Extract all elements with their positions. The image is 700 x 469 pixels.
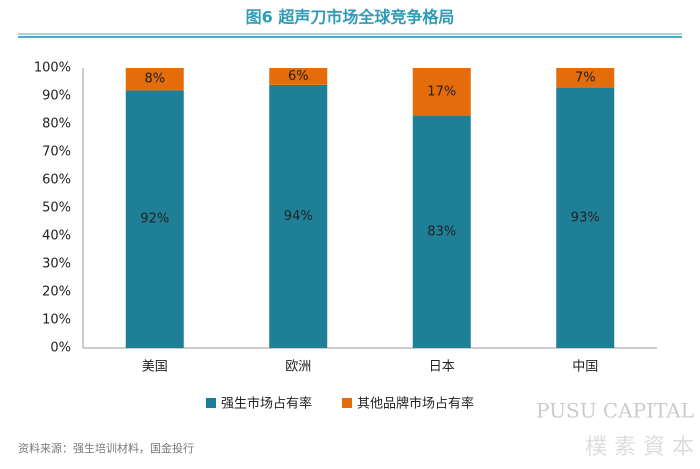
y-tick-label: 50% xyxy=(42,201,71,216)
legend-swatch xyxy=(342,398,353,408)
legend-swatch xyxy=(206,398,216,408)
y-tick-label: 100% xyxy=(34,61,71,76)
x-tick-label: 日本 xyxy=(429,360,455,375)
data-label: 93% xyxy=(571,210,600,225)
data-label: 7% xyxy=(575,70,596,85)
y-tick-label: 70% xyxy=(42,145,71,160)
bar-segment xyxy=(412,115,471,348)
bar-segment xyxy=(556,68,615,88)
x-tick-label: 美国 xyxy=(142,360,168,375)
chart-title: 图6 超声刀市场全球竞争格局 xyxy=(246,8,455,27)
y-tick-label: 60% xyxy=(42,173,71,188)
y-tick-label: 0% xyxy=(50,341,71,356)
y-tick-label: 90% xyxy=(42,89,71,104)
data-label: 17% xyxy=(427,84,456,99)
x-tick-label: 中国 xyxy=(572,360,598,375)
bar-segment xyxy=(269,68,328,85)
data-label: 92% xyxy=(140,212,169,227)
bar-segment xyxy=(125,68,184,91)
y-tick-label: 30% xyxy=(42,257,71,272)
data-label: 8% xyxy=(144,72,165,87)
source: 资料来源：强生培训材料，国金投行 xyxy=(18,441,194,455)
bar-segment xyxy=(412,68,471,116)
legend-label: 强生市场占有率 xyxy=(221,396,312,412)
y-tick-label: 20% xyxy=(42,285,71,300)
data-label: 83% xyxy=(427,224,456,239)
data-label: 6% xyxy=(288,69,309,84)
watermark: 樸 素 資 本 xyxy=(585,435,694,460)
bar-segment xyxy=(269,84,328,349)
data-label: 94% xyxy=(284,209,313,224)
bar-segment xyxy=(556,87,615,348)
bar-segment xyxy=(125,90,184,349)
y-tick-label: 10% xyxy=(42,313,71,328)
x-tick-label: 欧洲 xyxy=(285,360,311,375)
y-tick-label: 80% xyxy=(42,117,71,132)
y-tick-label: 40% xyxy=(42,229,71,244)
watermark: PUSU CAPITAL xyxy=(536,399,694,423)
legend-label: 其他品牌市场占有率 xyxy=(357,396,474,412)
